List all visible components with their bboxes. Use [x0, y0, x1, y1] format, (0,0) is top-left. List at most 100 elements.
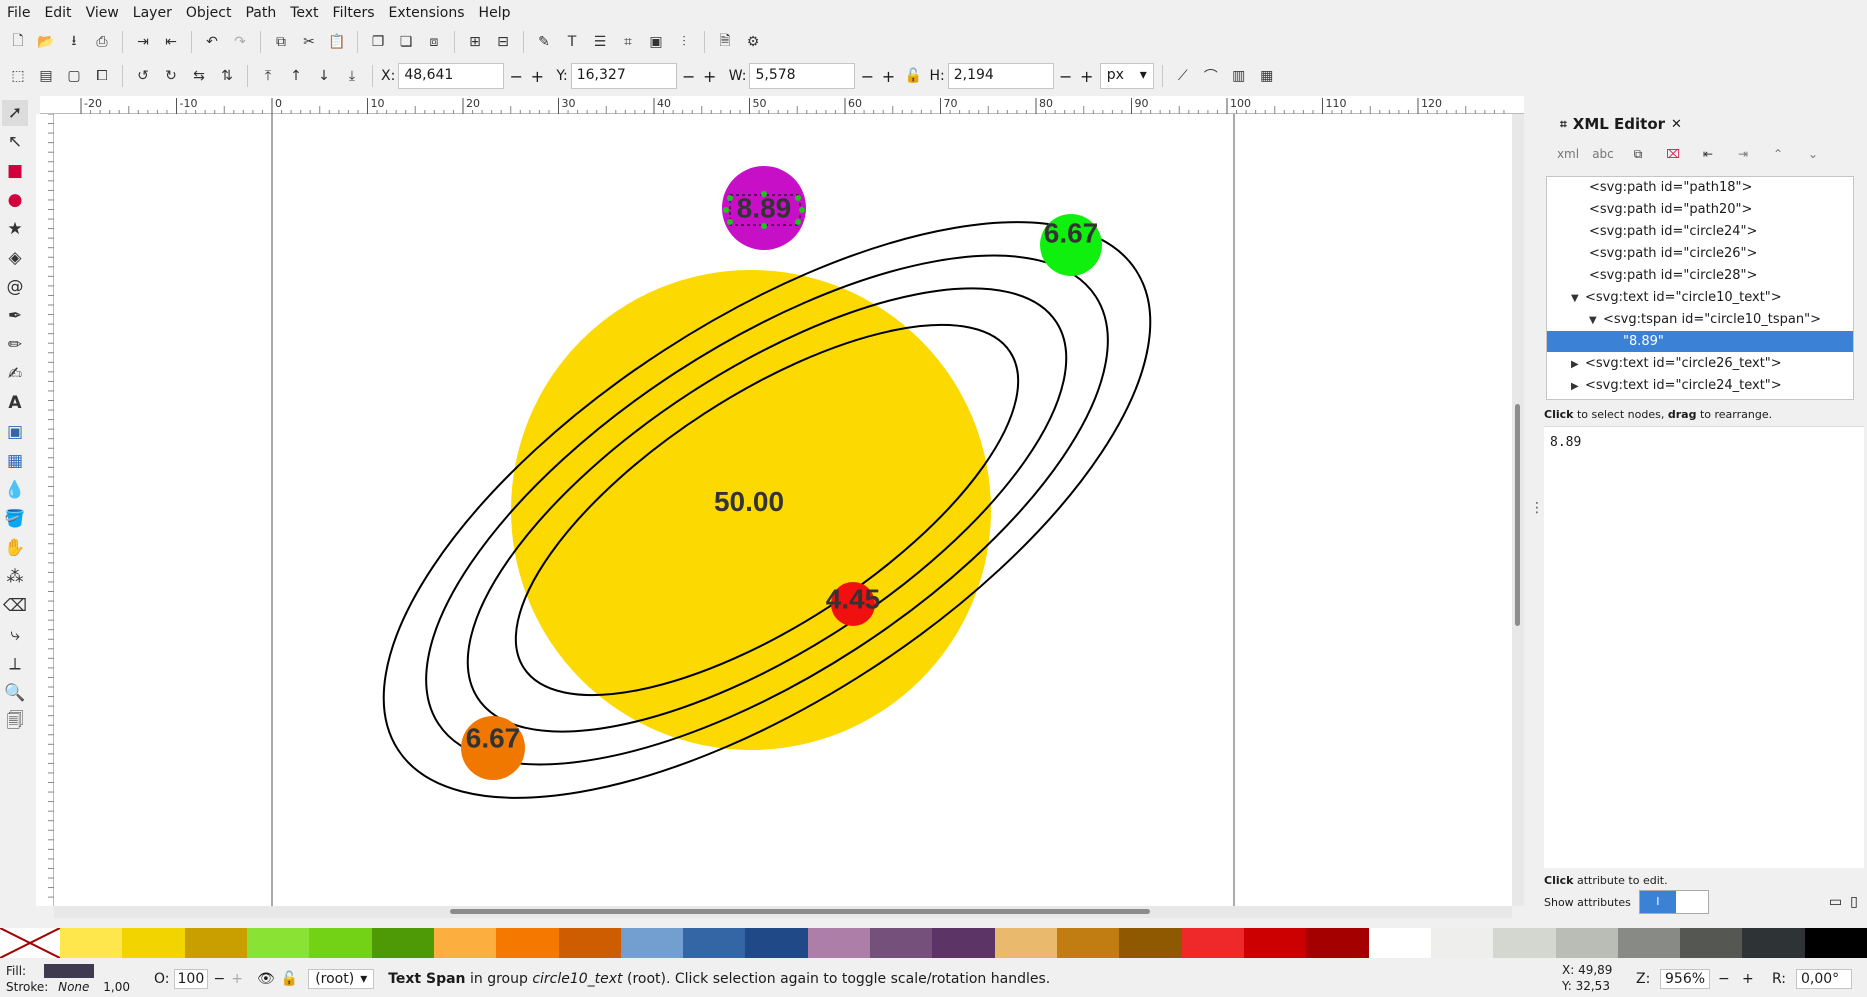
text-tool-icon[interactable]: A	[8, 393, 22, 413]
menu-help[interactable]: Help	[478, 5, 511, 21]
unindent-node-icon[interactable]: ⇤	[1702, 147, 1714, 161]
raise-node-icon[interactable]: ⌃	[1772, 147, 1784, 161]
color-swatch[interactable]	[1680, 928, 1743, 958]
lock-icon[interactable]: 🔓	[904, 68, 923, 84]
x-decrement-button[interactable]: −	[509, 66, 524, 86]
rotate-ccw-icon[interactable]: ↺	[137, 68, 149, 84]
scale-stroke-icon[interactable]: ⟋	[1177, 68, 1188, 84]
xml-node[interactable]: <svg:path id="circle26">	[1589, 246, 1758, 261]
dropper-tool-icon[interactable]: 💧	[4, 480, 26, 500]
star-tool-icon[interactable]: ★	[7, 219, 23, 239]
xml-node-selected[interactable]: "8.89"	[1547, 331, 1853, 352]
vertical-scrollbar[interactable]	[1512, 114, 1524, 906]
paste-icon[interactable]: 📋	[328, 34, 346, 50]
rotate-input[interactable]: 0,00°	[1796, 968, 1852, 989]
gradient-tool-icon[interactable]: ▣	[6, 422, 24, 442]
xml-node-tree[interactable]: <svg:path id="path18"> <svg:path id="pat…	[1546, 176, 1854, 400]
transform-gradients-icon[interactable]: ▥	[1232, 68, 1246, 84]
collapsed-triangle-icon[interactable]: ▶	[1571, 381, 1579, 392]
print-icon[interactable]: ⎙	[96, 34, 108, 50]
color-swatch[interactable]	[1617, 928, 1681, 958]
redo-icon[interactable]: ↷	[234, 34, 246, 50]
raise-top-icon[interactable]: ⤒	[264, 68, 272, 84]
spiral-tool-icon[interactable]: @	[6, 277, 24, 297]
import-icon[interactable]: ⇥	[137, 34, 149, 50]
handle-ne[interactable]	[795, 195, 801, 201]
color-swatch[interactable]	[246, 928, 310, 958]
xml-node[interactable]: <svg:path id="circle28">	[1589, 268, 1758, 283]
export-icon[interactable]: ⇤	[165, 34, 177, 50]
w-input[interactable]: 5,578	[749, 63, 856, 89]
menu-extensions[interactable]: Extensions	[388, 5, 465, 21]
unit-select[interactable]: px ▾	[1099, 63, 1154, 89]
horizontal-scroll-thumb[interactable]	[450, 909, 1150, 914]
xml-editor-tab[interactable]: ⌗ XML Editor ✕	[1560, 112, 1682, 136]
color-swatch[interactable]	[683, 928, 746, 958]
duplicate-icon[interactable]: ❐	[371, 34, 385, 50]
planet-red[interactable]	[831, 582, 875, 626]
planet-orange-label[interactable]: 6.67	[466, 722, 521, 753]
mesh-tool-icon[interactable]: ▦	[6, 451, 24, 471]
color-swatch[interactable]	[1742, 928, 1805, 958]
lower-icon[interactable]: ↓	[318, 68, 330, 84]
xml-node[interactable]: <svg:path id="circle24">	[1589, 224, 1758, 239]
zoom-tool-icon[interactable]: 🔍	[4, 683, 26, 703]
flip-vertical-icon[interactable]: ⇅	[221, 68, 233, 84]
3d-box-tool-icon[interactable]: ◈	[8, 248, 22, 268]
spray-tool-icon[interactable]: ⁂	[6, 567, 24, 587]
stroke-value[interactable]: None	[58, 979, 90, 994]
node-text-value[interactable]: 8.89	[1544, 426, 1864, 868]
handle-nw[interactable]	[727, 195, 733, 201]
color-swatch[interactable]	[1555, 928, 1618, 958]
color-swatch[interactable]	[60, 928, 123, 958]
color-swatch[interactable]	[745, 928, 808, 958]
opacity-input[interactable]: 100	[173, 968, 208, 989]
planet-magenta[interactable]	[722, 166, 806, 250]
vertical-scroll-thumb[interactable]	[1515, 404, 1520, 626]
planet-green[interactable]	[1040, 214, 1102, 276]
pen-tool-icon[interactable]: ✒	[7, 306, 23, 326]
color-swatch[interactable]	[932, 928, 995, 958]
tweak-tool-icon[interactable]: ✋	[4, 538, 26, 558]
lower-bottom-icon[interactable]: ⤓	[348, 68, 356, 84]
color-swatch[interactable]	[184, 928, 247, 958]
measure-tool-icon[interactable]: ⟂	[9, 654, 21, 674]
w-decrement-button[interactable]: −	[860, 66, 875, 86]
xml-node-expandable[interactable]: ▶ <svg:text id="circle24_text">	[1571, 375, 1782, 396]
color-swatch[interactable]	[807, 928, 871, 958]
collapsed-triangle-icon[interactable]: ▶	[1571, 359, 1579, 370]
pages-tool-icon[interactable]: 🗐	[6, 710, 24, 731]
menu-layer[interactable]: Layer	[132, 5, 172, 21]
color-swatch[interactable]	[122, 928, 185, 958]
layout-horizontal-icon[interactable]: ▭	[1828, 894, 1843, 910]
h-increment-button[interactable]: +	[1080, 66, 1094, 86]
x-increment-button[interactable]: +	[530, 66, 545, 86]
menu-filters[interactable]: Filters	[332, 5, 375, 21]
ungroup-icon[interactable]: ⊟	[497, 34, 509, 50]
eraser-tool-icon[interactable]: ⌫	[2, 596, 28, 616]
zoom-decrement-button[interactable]: −	[1718, 970, 1730, 987]
handle-e[interactable]	[799, 207, 805, 213]
layer-lock-icon[interactable]: 🔓	[280, 970, 299, 987]
text-font-icon[interactable]: T	[567, 34, 577, 50]
planet-magenta-label[interactable]: 8.89	[737, 192, 792, 223]
pencil-tool-icon[interactable]: ✏	[7, 335, 23, 355]
h-decrement-button[interactable]: −	[1059, 66, 1073, 86]
connector-tool-icon[interactable]: ⤷	[10, 625, 20, 645]
color-swatch[interactable]	[1243, 928, 1307, 958]
drawing-canvas[interactable]: 50.00 8.89 6.67 4.45 6.67	[54, 114, 1512, 906]
menu-edit[interactable]: Edit	[44, 5, 72, 21]
layers-icon[interactable]: ☰	[593, 34, 607, 50]
select-same-icon[interactable]: ⧠	[96, 68, 108, 84]
undo-icon[interactable]: ↶	[206, 34, 218, 50]
xml-node[interactable]: <svg:path id="path18">	[1589, 180, 1753, 195]
copy-icon[interactable]: ⧉	[276, 34, 286, 50]
panel-resize-handle-icon[interactable]: ⋮	[1530, 500, 1544, 516]
save-icon[interactable]: ⭳	[71, 33, 77, 49]
transform-patterns-icon[interactable]: ▦	[1260, 68, 1274, 84]
xml-editor-icon[interactable]: ⌗	[624, 34, 632, 50]
color-swatch[interactable]	[1430, 928, 1494, 958]
layer-select[interactable]: (root) ▾	[308, 968, 375, 989]
menu-object[interactable]: Object	[185, 5, 232, 21]
handle-w[interactable]	[723, 207, 729, 213]
